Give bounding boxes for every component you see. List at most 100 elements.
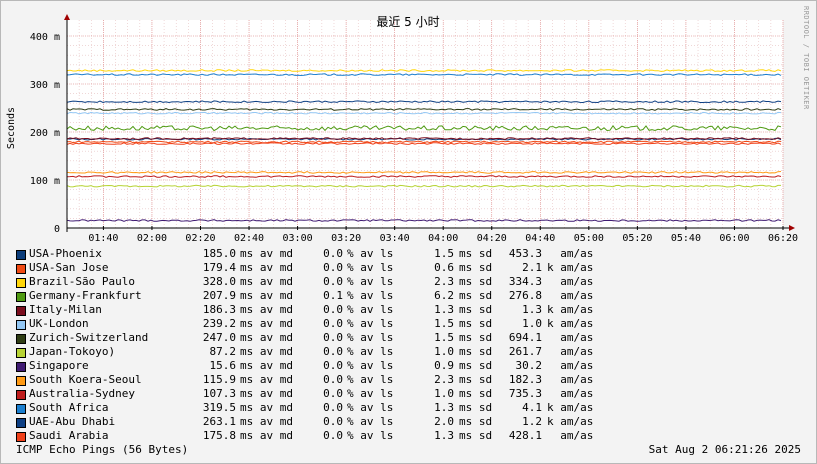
legend-swatch — [16, 348, 26, 358]
legend-loss-u: % av ls — [347, 373, 394, 386]
legend-loss-u: % av ls — [347, 415, 394, 428]
legend-avg: 328.0 — [202, 275, 236, 288]
legend-sd-u: ms sd — [459, 415, 493, 428]
legend-avg-u: ms av md — [240, 401, 293, 414]
legend-loss-u: % av ls — [347, 261, 394, 274]
legend-amas: 1.3 — [522, 303, 542, 316]
legend-sd: 1.3 — [434, 401, 454, 414]
series-line-5 — [66, 111, 782, 115]
legend-name: UAE-Abu Dhabi — [29, 415, 116, 428]
rrdtool-watermark: RRDTOOL / TOBI OETIKER — [802, 6, 810, 110]
legend-name: Italy-Milan — [29, 303, 102, 316]
legend-avg: 319.5 — [202, 401, 236, 414]
legend-swatch — [16, 390, 26, 400]
legend-amas: 1.2 — [522, 415, 542, 428]
legend-name: USA-Phoenix — [29, 247, 102, 260]
x-tick-label: 03:40 — [380, 233, 410, 244]
legend-avg-u: ms av md — [240, 275, 293, 288]
legend-loss: 0.0 — [323, 317, 343, 330]
series-line-11 — [66, 73, 782, 77]
legend-amas-u: am/as — [547, 373, 594, 386]
legend-sd-u: ms sd — [459, 275, 493, 288]
legend-sd: 1.5 — [434, 331, 454, 344]
series-line-12 — [66, 100, 782, 104]
legend-amas: 334.3 — [508, 275, 542, 288]
legend-name: South Africa — [29, 401, 109, 414]
plot-area — [67, 20, 783, 228]
chart-axes — [64, 14, 795, 232]
legend-sd: 0.9 — [434, 359, 454, 372]
legend-loss: 0.0 — [323, 415, 343, 428]
legend-name: Brazil-São Paulo — [29, 275, 135, 288]
legend-avg: 207.9 — [202, 289, 236, 302]
legend-amas-u: k am/as — [547, 303, 594, 316]
series-line-9 — [66, 170, 782, 174]
legend-avg-u: ms av md — [240, 303, 293, 316]
legend-sd-u: ms sd — [459, 317, 493, 330]
legend-avg-u: ms av md — [240, 247, 293, 260]
legend-avg: 186.3 — [202, 303, 236, 316]
legend-avg-u: ms av md — [240, 289, 293, 302]
legend-loss-u: % av ls — [347, 275, 394, 288]
legend-amas: 2.1 — [522, 261, 542, 274]
y-tick-label: 200 m — [30, 128, 60, 139]
series-line-13 — [66, 142, 782, 145]
legend-loss: 0.0 — [323, 261, 343, 274]
footer-description: ICMP Echo Pings (56 Bytes) — [16, 443, 189, 456]
legend-loss-u: % av ls — [347, 401, 394, 414]
chart-series-lines — [66, 69, 782, 222]
legend-swatch — [16, 292, 26, 302]
legend-loss-u: % av ls — [347, 331, 394, 344]
legend-loss: 0.0 — [323, 429, 343, 442]
legend-swatch — [16, 362, 26, 372]
legend-avg: 239.2 — [202, 317, 236, 330]
y-tick-label: 0 — [54, 224, 60, 235]
legend-loss: 0.0 — [323, 373, 343, 386]
footer-timestamp: Sat Aug 2 06:21:26 2025 — [648, 443, 801, 456]
x-tick-label: 04:40 — [525, 233, 555, 244]
legend-sd-u: ms sd — [459, 289, 493, 302]
legend-avg-u: ms av md — [240, 331, 293, 344]
legend-amas-u: am/as — [547, 289, 594, 302]
legend-avg-u: ms av md — [240, 387, 293, 400]
legend-name: Zurich-Switzerland — [29, 331, 149, 344]
latency-chart: 0 100 m 200 m 300 m 400 m 01:40 02:00 02:20 02:4… — [6, 14, 798, 244]
legend-avg: 15.6 — [209, 359, 237, 372]
legend-sd-u: ms sd — [459, 345, 493, 358]
legend-loss: 0.1 — [323, 289, 343, 302]
x-axis-arrow — [789, 225, 795, 231]
legend-loss-u: % av ls — [347, 289, 394, 302]
legend-amas-u: am/as — [547, 345, 594, 358]
legend-amas: 735.3 — [508, 387, 542, 400]
legend-loss-u: % av ls — [347, 429, 394, 442]
legend-avg-u: ms av md — [240, 359, 293, 372]
legend-avg-u: ms av md — [240, 317, 293, 330]
legend-loss: 0.0 — [323, 275, 343, 288]
x-tick-label: 05:20 — [622, 233, 652, 244]
legend-sd-u: ms sd — [459, 373, 493, 386]
legend-loss-u: % av ls — [347, 387, 394, 400]
x-tick-label: 03:00 — [283, 233, 313, 244]
legend-amas: 1.0 — [522, 317, 542, 330]
legend-sd: 1.0 — [434, 387, 454, 400]
legend-avg-u: ms av md — [240, 429, 293, 442]
legend-sd-u: ms sd — [459, 401, 493, 414]
legend-sd: 2.3 — [434, 275, 454, 288]
chart-tick-labels: 0 100 m 200 m 300 m 400 m 01:40 02:00 02:20 02:4… — [30, 32, 798, 244]
x-tick-label: 06:00 — [719, 233, 749, 244]
legend-amas: 694.1 — [508, 331, 542, 344]
y-tick-label: 300 m — [30, 80, 60, 91]
legend-amas: 453.3 — [508, 247, 542, 260]
series-line-8 — [66, 219, 782, 222]
legend-sd-u: ms sd — [459, 303, 493, 316]
legend-amas: 182.3 — [508, 373, 542, 386]
legend-name: Singapore — [29, 359, 89, 372]
legend-name: South Koera-Seoul — [29, 373, 142, 386]
legend-swatch — [16, 432, 26, 442]
legend-swatch — [16, 334, 26, 344]
legend-sd: 1.0 — [434, 345, 454, 358]
legend-loss: 0.0 — [323, 401, 343, 414]
legend-swatch — [16, 418, 26, 428]
chart-grid — [67, 20, 784, 229]
legend-amas: 4.1 — [522, 401, 542, 414]
